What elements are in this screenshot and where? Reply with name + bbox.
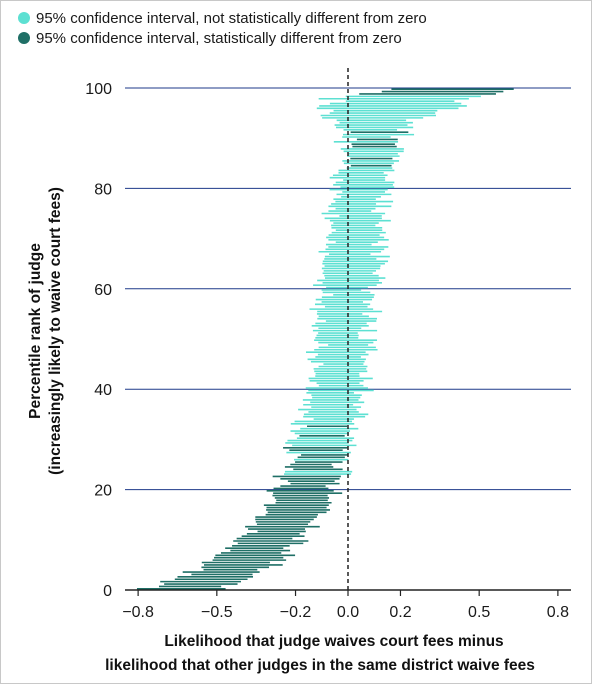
legend-item-significant: 95% confidence interval, statistically d… (18, 28, 427, 48)
y-tick-label: 60 (94, 282, 112, 299)
legend-label-not-significant: 95% confidence interval, not statistical… (36, 9, 427, 27)
x-tick-label: 0.2 (389, 604, 411, 621)
y-tick-label: 0 (103, 583, 112, 600)
y-axis-title-line-1: Percentile rank of judge (27, 243, 44, 419)
y-tick-label: 20 (94, 483, 112, 500)
legend-label-significant: 95% confidence interval, statistically d… (36, 29, 402, 47)
x-tick-label: −0.2 (280, 604, 312, 621)
y-tick-label: 80 (94, 181, 112, 198)
y-axis-ticks: 0 20 40 60 80 100 (85, 81, 112, 600)
x-axis-ticks: −0.8 −0.5 −0.2 0.0 0.2 0.5 0.8 (122, 590, 569, 621)
x-tick-label: 0.8 (547, 604, 569, 621)
y-tick-label: 40 (94, 382, 112, 399)
confidence-intervals (136, 88, 514, 590)
x-axis-title-line-2: likelihood that other judges in the same… (105, 657, 535, 674)
legend-swatch-light-icon (18, 12, 30, 24)
legend: 95% confidence interval, not statistical… (18, 8, 427, 48)
x-axis-title-line-1: Likelihood that judge waives court fees … (164, 633, 503, 650)
x-tick-label: 0.0 (337, 604, 359, 621)
legend-swatch-dark-icon (18, 32, 30, 44)
y-tick-label: 100 (85, 81, 112, 98)
legend-item-not-significant: 95% confidence interval, not statistical… (18, 8, 427, 28)
y-axis-title-line-2: (increasingly likely to waive court fees… (47, 187, 64, 475)
x-tick-label: −0.5 (201, 604, 233, 621)
x-tick-label: −0.8 (122, 604, 154, 621)
x-tick-label: 0.5 (468, 604, 490, 621)
